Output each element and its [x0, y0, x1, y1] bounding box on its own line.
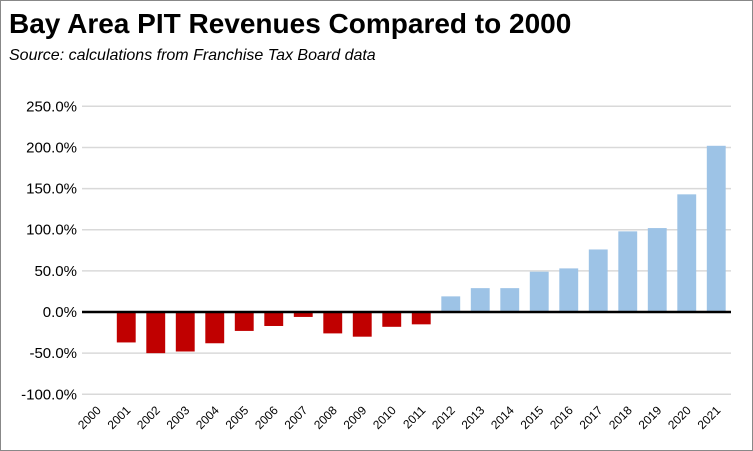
x-tick-label: 2002 [134, 403, 163, 432]
y-tick-label: -50.0% [29, 345, 77, 362]
bar-2016 [559, 268, 579, 312]
x-tick-label: 2020 [665, 403, 694, 432]
x-tick-label: 2017 [577, 403, 606, 432]
bar-2003 [175, 312, 195, 352]
x-tick-label: 2000 [75, 403, 104, 432]
bar-2008 [323, 312, 343, 334]
x-tick-label: 2009 [341, 403, 370, 432]
bar-2015 [529, 271, 549, 312]
y-tick-label: 150.0% [26, 181, 77, 198]
x-tick-label: 2001 [105, 403, 134, 432]
bar-2005 [234, 312, 254, 331]
x-tick-label: 2003 [164, 403, 193, 432]
bar-2018 [618, 231, 638, 312]
bar-2020 [677, 194, 697, 312]
bar-2010 [382, 312, 402, 327]
bar-2007 [293, 312, 313, 317]
x-tick-label: 2016 [547, 403, 576, 432]
y-tick-label: 250.0% [26, 98, 77, 115]
bar-2001 [116, 312, 136, 343]
bar-2012 [441, 296, 461, 312]
y-tick-label: -100.0% [21, 386, 77, 403]
chart-title: Bay Area PIT Revenues Compared to 2000 [9, 8, 572, 39]
y-tick-label: 0.0% [43, 304, 77, 321]
x-tick-label: 2007 [282, 403, 311, 432]
x-tick-label: 2012 [429, 403, 458, 432]
bar-2014 [500, 288, 520, 312]
chart-subtitle: Source: calculations from Franchise Tax … [9, 47, 376, 64]
x-tick-label: 2013 [459, 403, 488, 432]
x-tick-label: 2014 [488, 403, 517, 432]
x-tick-label: 2018 [606, 403, 635, 432]
bar-2019 [647, 228, 667, 312]
x-tick-label: 2019 [636, 403, 665, 432]
bar-2013 [470, 288, 490, 312]
bar-2002 [146, 312, 166, 354]
bar-2009 [352, 312, 372, 337]
x-tick-label: 2004 [193, 403, 222, 432]
x-tick-label: 2011 [400, 403, 428, 431]
bar-2011 [411, 312, 431, 325]
y-tick-label: 200.0% [26, 139, 77, 156]
x-tick-label: 2010 [370, 403, 399, 432]
bar-2021 [706, 145, 726, 312]
bar-2004 [205, 312, 225, 344]
y-tick-label: 100.0% [26, 222, 77, 239]
y-tick-label: 50.0% [34, 263, 77, 280]
x-tick-label: 2021 [695, 403, 724, 432]
bar-2006 [264, 312, 284, 326]
x-tick-label: 2006 [252, 403, 281, 432]
x-tick-label: 2008 [311, 403, 340, 432]
x-tick-label: 2015 [518, 403, 547, 432]
x-tick-label: 2005 [223, 403, 252, 432]
bar-2017 [588, 249, 608, 312]
